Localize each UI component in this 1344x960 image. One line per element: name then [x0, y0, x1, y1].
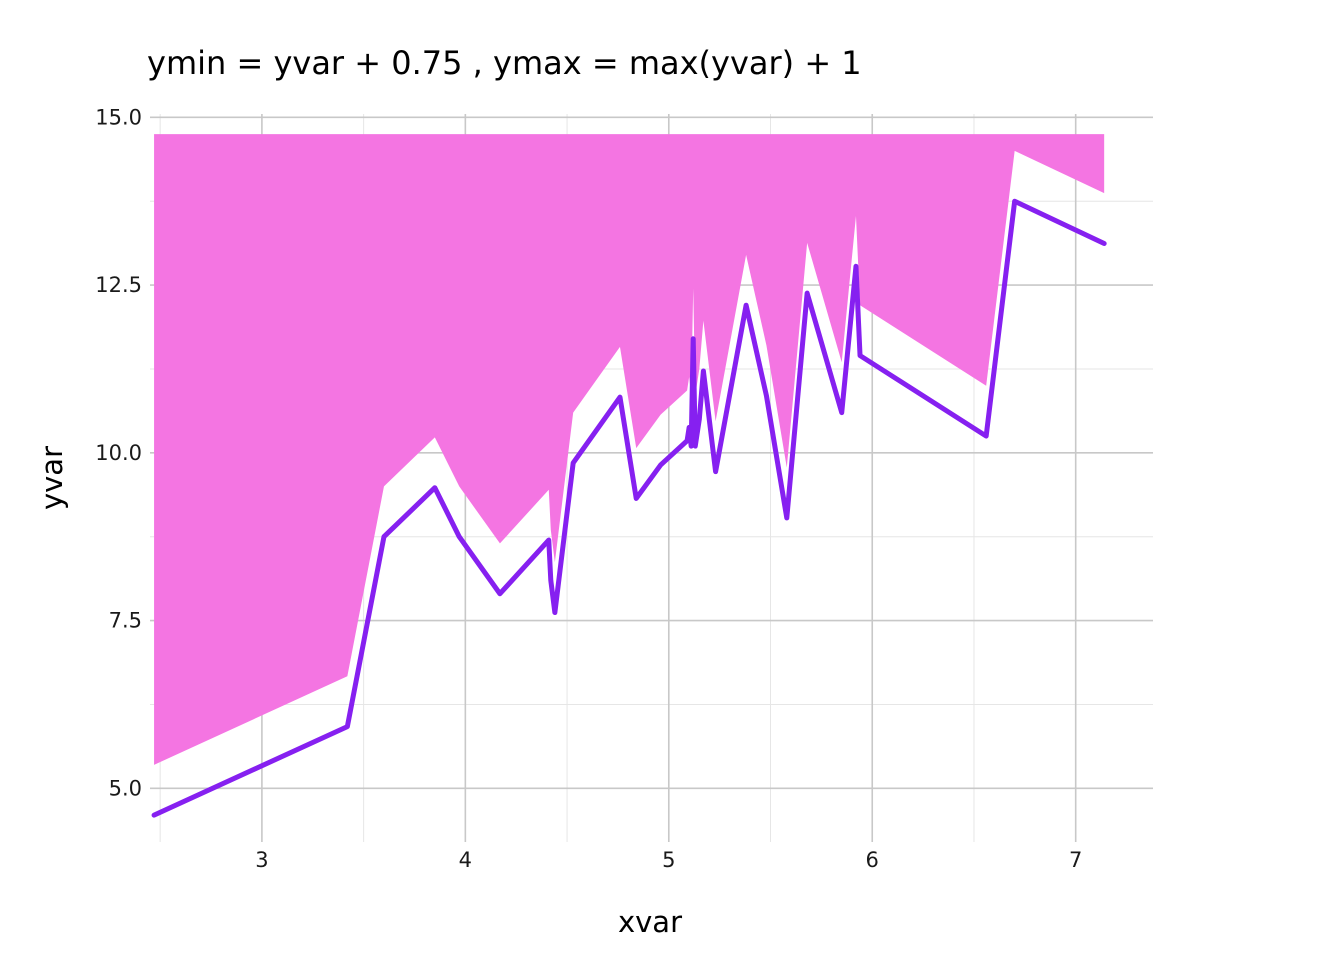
y-tick-labels: 5.0 7.5 10.0 12.5 15.0 — [95, 105, 142, 800]
x-tick-labels: 3 4 5 6 7 — [255, 848, 1082, 872]
x-tick-label: 3 — [255, 848, 268, 872]
x-tick-label: 4 — [459, 848, 472, 872]
ribbon-area — [154, 134, 1105, 765]
y-tick-label: 5.0 — [109, 776, 142, 800]
chart-title: ymin = yvar + 0.75 , ymax = max(yvar) + … — [147, 44, 862, 82]
y-tick-label: 12.5 — [95, 273, 142, 297]
line-layer — [151, 198, 1107, 818]
x-tick-label: 7 — [1069, 848, 1082, 872]
y-axis-title: yvar — [35, 446, 69, 510]
y-tick-label: 10.0 — [95, 441, 142, 465]
x-tick-label: 5 — [662, 848, 675, 872]
series-line — [151, 198, 1107, 818]
ribbon-layer — [154, 134, 1105, 765]
x-tick-label: 6 — [866, 848, 879, 872]
x-axis-title: xvar — [618, 905, 682, 939]
y-tick-label: 15.0 — [95, 105, 142, 129]
y-tick-label: 7.5 — [109, 609, 142, 633]
